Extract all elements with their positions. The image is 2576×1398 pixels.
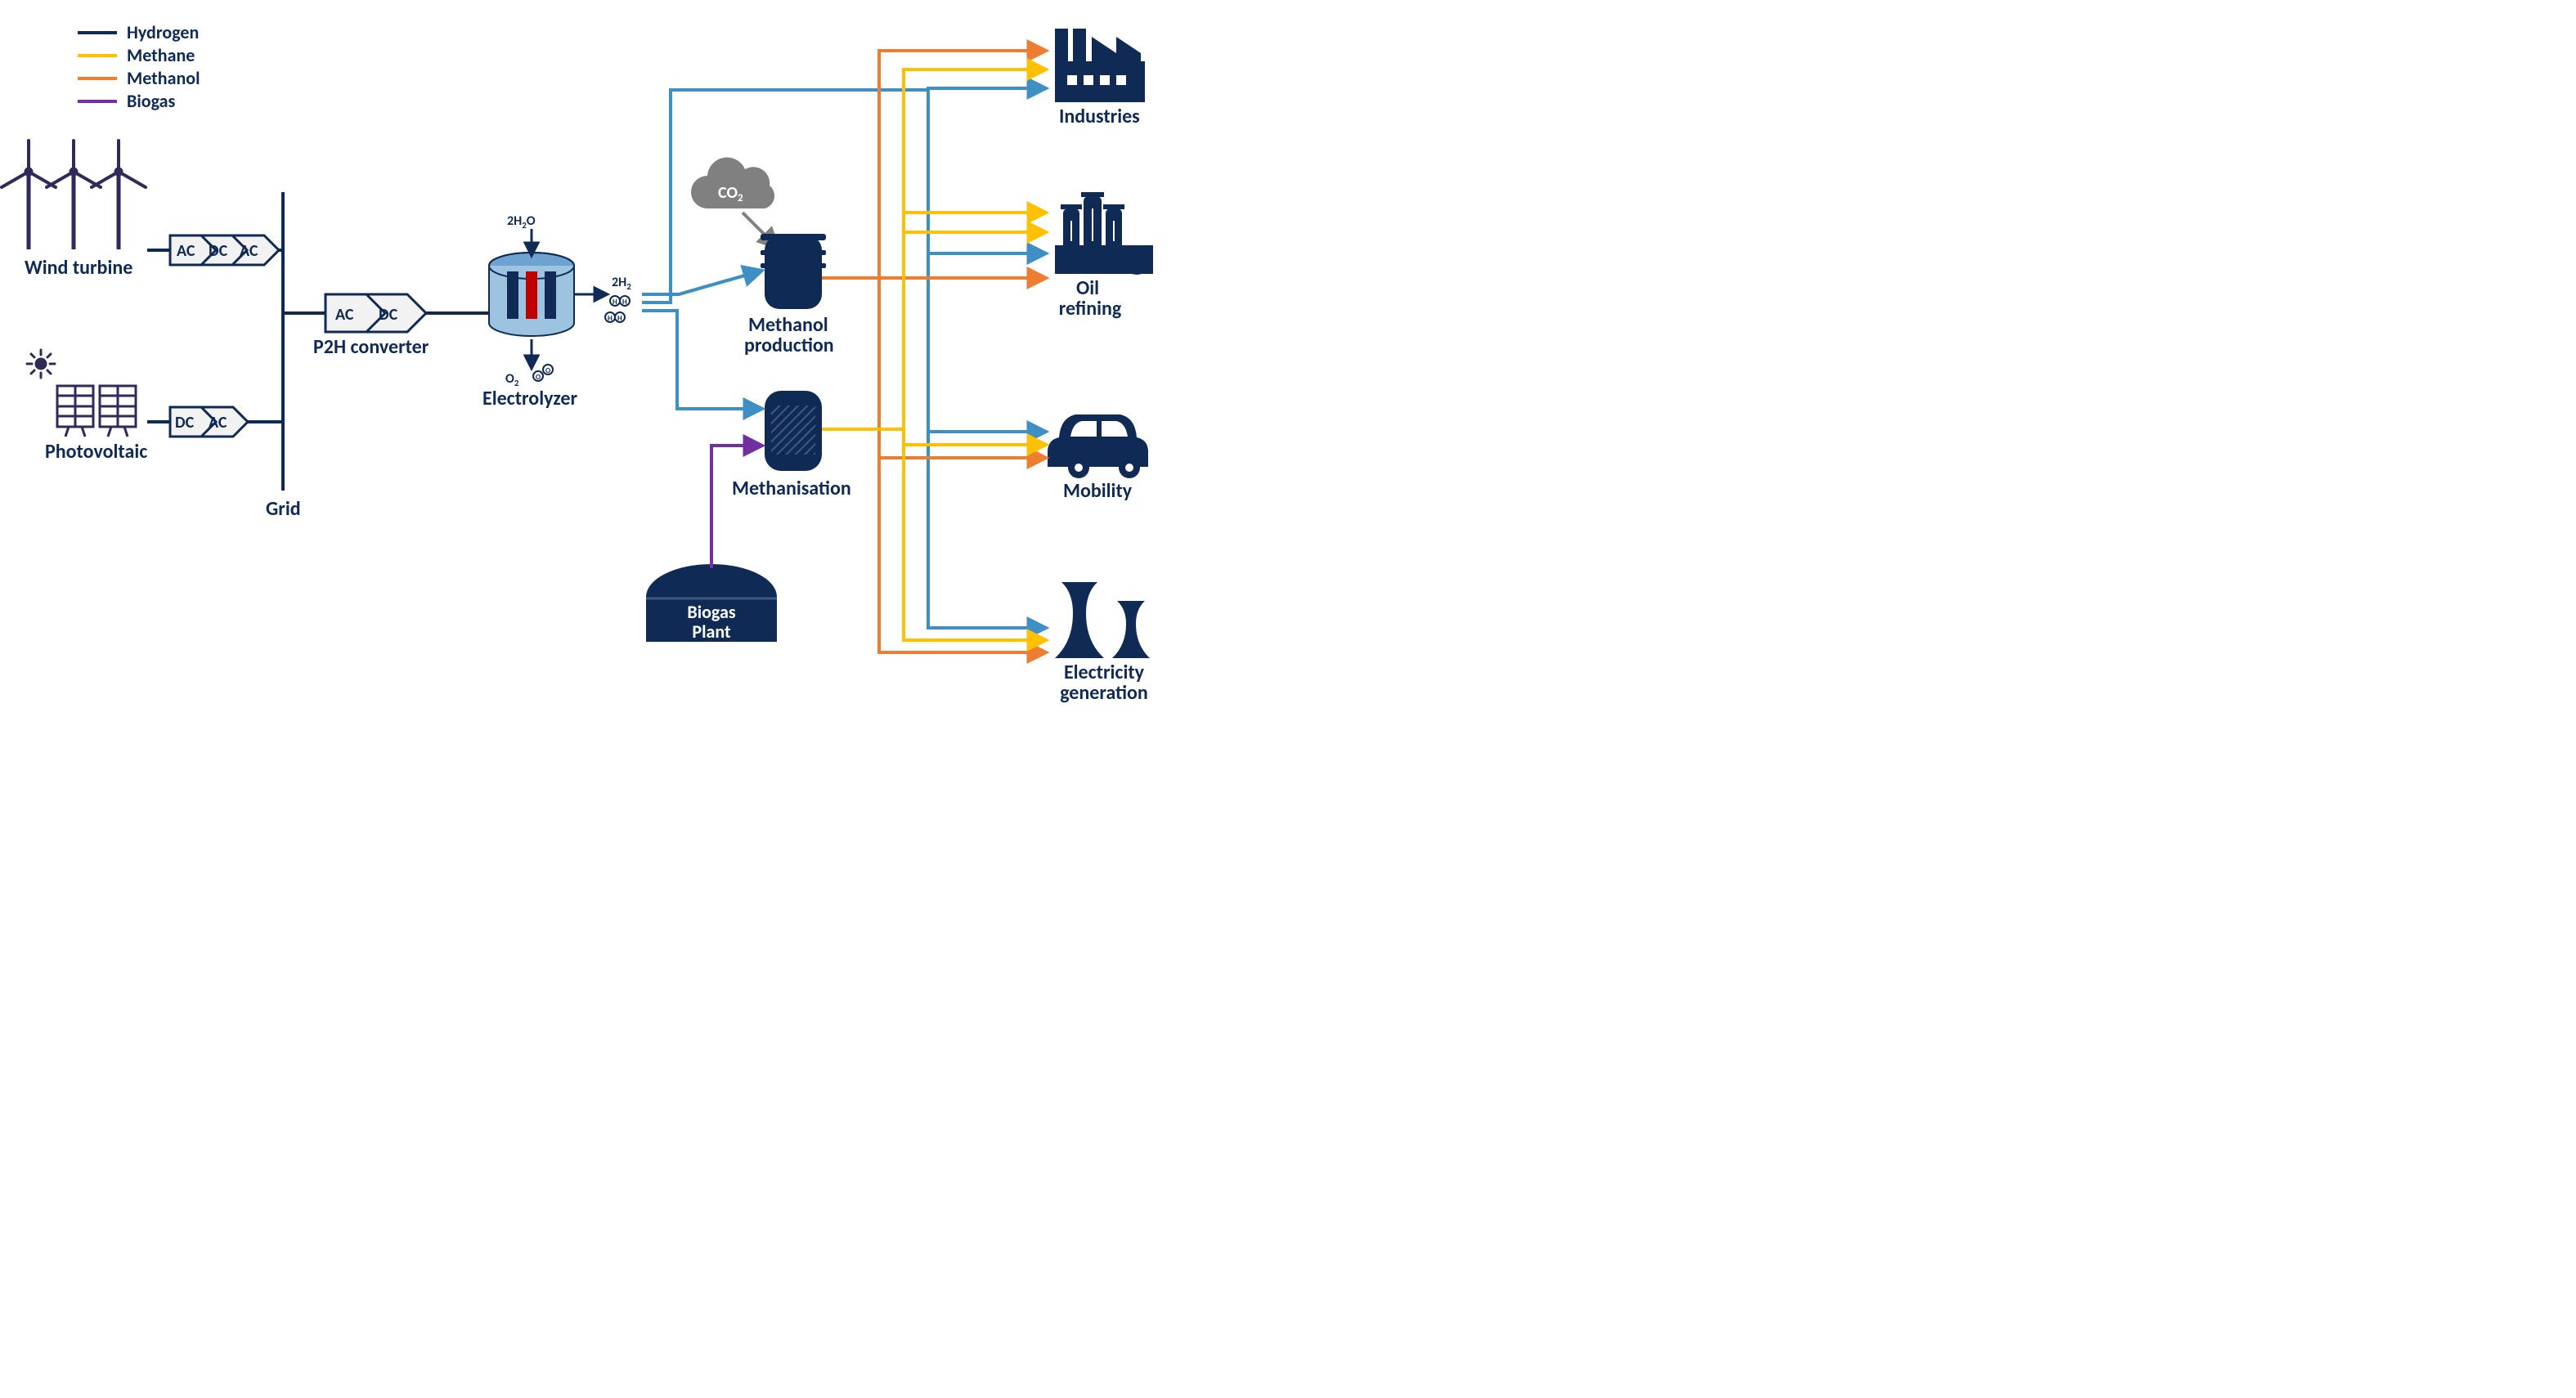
electrolyzer-o2: O2 [505, 371, 519, 388]
legend: Hydrogen Methane Methanol Biogas [78, 21, 200, 112]
svg-text:O: O [536, 373, 541, 382]
flows-hydrogen [642, 88, 1043, 628]
wind-turbine-icon [2, 141, 146, 249]
svg-text:AC: AC [240, 241, 258, 261]
mobility-label: Mobility [1063, 479, 1133, 503]
electrolyzer-h2: 2H2 [612, 275, 631, 292]
wind-label: Wind turbine [25, 256, 132, 280]
electrolyzer-in: 2H2O [507, 213, 536, 231]
svg-text:H: H [617, 314, 622, 323]
industries-label: Industries [1059, 105, 1140, 128]
legend-methanol: Methanol [127, 67, 200, 89]
mobility-icon [1048, 414, 1148, 478]
photovoltaic-icon [27, 350, 136, 437]
electrolyzer-icon: 2H2O O2 O O 2H2 HH HH [489, 213, 631, 388]
svg-text:DC: DC [379, 305, 398, 325]
svg-text:AC: AC [335, 305, 354, 325]
svg-text:AC: AC [209, 413, 227, 432]
grid-label: Grid [266, 497, 301, 521]
industries-icon [1055, 29, 1145, 102]
power-to-x-diagram: Hydrogen Methane Methanol Biogas [0, 0, 1227, 736]
converter-wind: AC DC AC [170, 235, 279, 265]
flows-methanol [822, 51, 1043, 652]
p2h-label: P2H converter [313, 335, 429, 359]
svg-text:AC: AC [177, 241, 195, 261]
svg-text:H: H [608, 314, 613, 323]
svg-text:H: H [613, 298, 617, 307]
svg-text:O: O [545, 366, 550, 375]
electricity-icon [1055, 582, 1150, 658]
elec-label-2: generation [1060, 681, 1148, 705]
svg-text:H: H [622, 298, 627, 307]
biogas-label-1: Biogas [687, 601, 735, 623]
methanisation-reactor-icon [765, 391, 822, 471]
oil-label-2: refining [1059, 297, 1122, 320]
p2h-converter: AC DC [325, 294, 426, 332]
co2-cloud-icon: CO2 [691, 157, 775, 245]
svg-text:DC: DC [175, 413, 195, 432]
biogas-label-2: Plant [692, 621, 731, 643]
methanol-label-2: production [744, 334, 834, 357]
electrolyzer-label: Electrolyzer [482, 387, 577, 410]
legend-methane: Methane [127, 44, 195, 66]
flows-biogas [711, 446, 759, 568]
converter-pv: DC AC [170, 407, 248, 437]
oil-refining-icon [1055, 192, 1153, 275]
pv-label: Photovoltaic [45, 440, 147, 464]
methanol-reactor-icon [761, 234, 826, 309]
legend-hydrogen: Hydrogen [127, 21, 199, 43]
methanisation-label: Methanisation [732, 477, 851, 500]
flows-methane [822, 69, 1043, 640]
svg-text:DC: DC [209, 241, 228, 261]
legend-biogas: Biogas [127, 90, 175, 112]
